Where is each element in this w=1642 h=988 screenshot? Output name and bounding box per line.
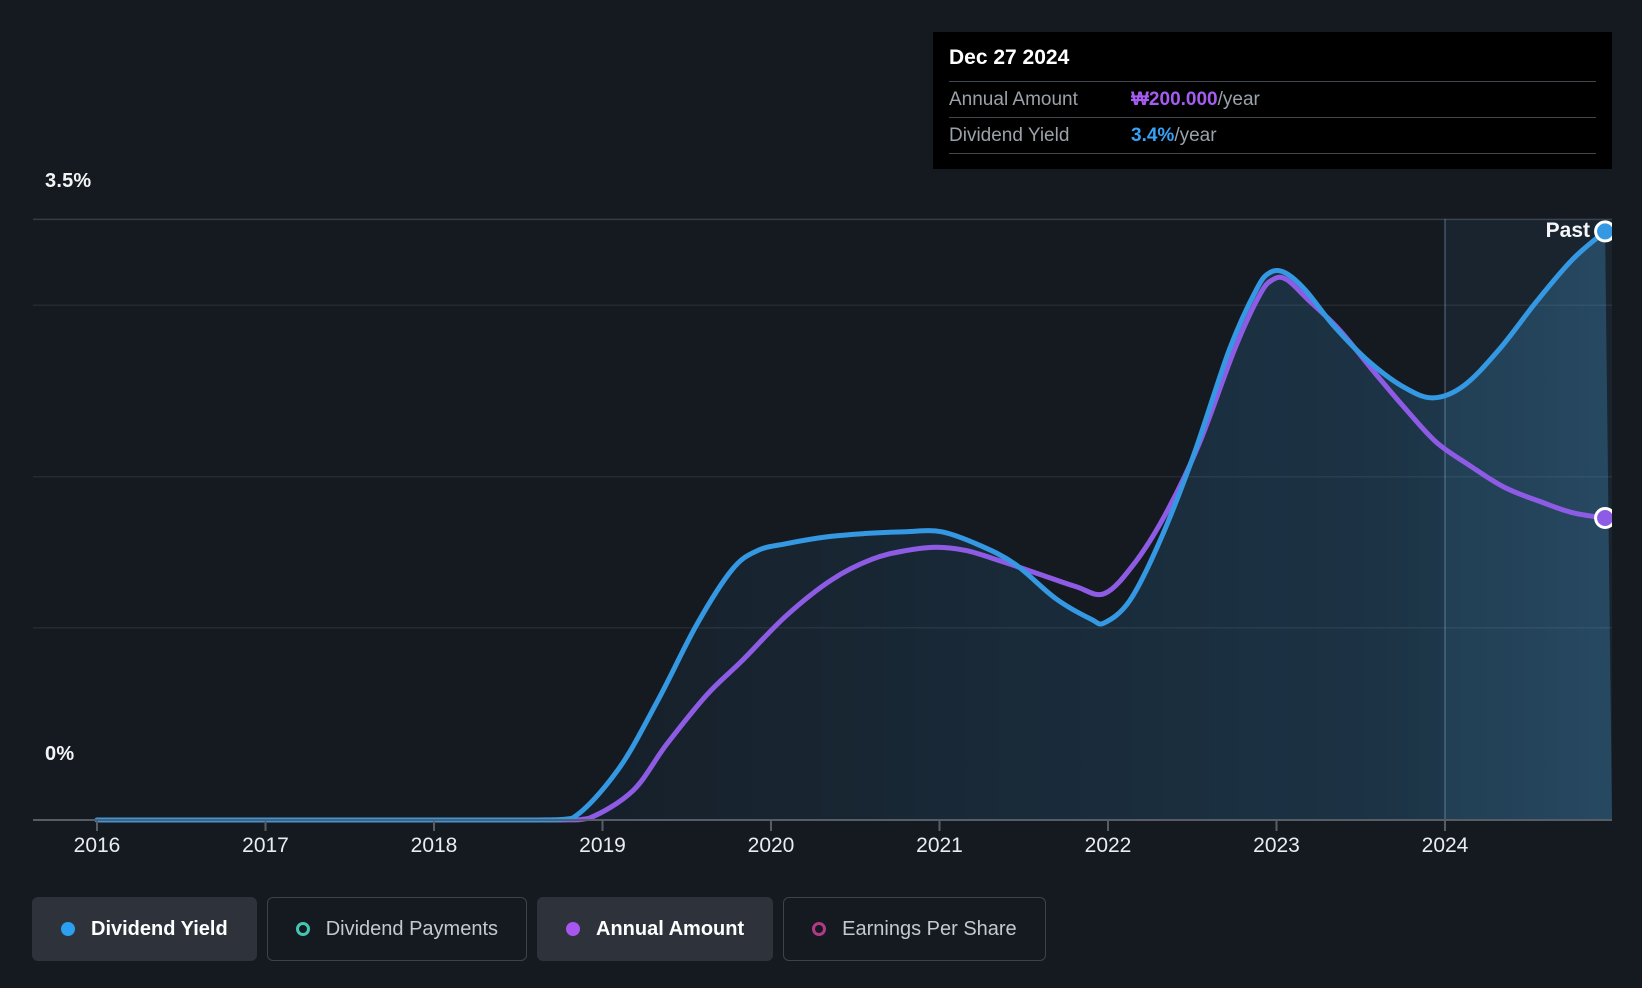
x-axis-year-label: 2024 [1422,834,1469,857]
legend-item-dividend-payments[interactable]: Dividend Payments [266,897,528,961]
tooltip-row-dividend-yield: Dividend Yield 3.4% /year [949,117,1596,153]
x-axis-year-label: 2019 [579,834,626,857]
legend-item-annual-amount[interactable]: Annual Amount [537,897,774,961]
legend-label: Dividend Payments [325,917,499,940]
tooltip-date: Dec 27 2024 [949,46,1070,69]
x-axis-year-label: 2023 [1253,834,1300,857]
legend-label: Annual Amount [596,917,745,940]
dividend-yield-endpoint-marker [1594,220,1612,243]
chart-legend: Dividend Yield Dividend Payments Annual … [32,897,1046,961]
legend-item-earnings-per-share[interactable]: Earnings Per Share [783,897,1046,961]
dividend-payments-swatch-icon [295,922,310,936]
legend-label: Earnings Per Share [842,917,1017,940]
past-region-label: Past [1545,219,1590,242]
legend-item-dividend-yield[interactable]: Dividend Yield [32,897,257,961]
tooltip-row-annual-amount: Annual Amount ₩200.000 /year [949,81,1596,117]
annual-amount-swatch-icon [566,922,581,936]
dividend-yield-swatch-icon [61,922,75,936]
tooltip-dividend-yield-suffix: /year [1174,124,1217,146]
tooltip-dividend-yield-value: 3.4% [1131,124,1175,146]
tooltip-dividend-yield-label: Dividend Yield [949,124,1070,146]
yield-area-fill [97,231,1612,820]
tooltip-annual-amount-suffix: /year [1217,88,1260,110]
x-axis-year-label: 2017 [242,834,289,857]
y-axis-label-top: 3.5% [45,170,92,192]
tooltip-annual-amount-value: ₩200.000 [1131,88,1218,110]
x-axis-year-label: 2022 [1085,834,1132,857]
x-axis-year-label: 2016 [74,834,121,857]
y-axis-label-bottom: 0% [45,743,75,765]
chart-tooltip: Dec 27 2024 Annual Amount ₩200.000 /year… [933,32,1612,169]
tooltip-annual-amount-label: Annual Amount [949,88,1078,110]
x-axis-year-label: 2021 [916,834,963,857]
legend-label: Dividend Yield [91,917,228,940]
x-axis-year-label: 2020 [748,834,795,857]
dividend-yield-line [94,228,1608,823]
tooltip-bottom-divider [949,153,1596,154]
x-axis-year-label: 2018 [411,834,458,857]
earnings-per-share-swatch-icon [812,922,827,936]
annual-amount-line [94,274,1608,823]
annual-amount-endpoint-marker [1594,506,1612,529]
chart-canvas[interactable]: 2016 2017 2018 2019 2020 2021 2022 2023 2024 [0,0,1612,880]
